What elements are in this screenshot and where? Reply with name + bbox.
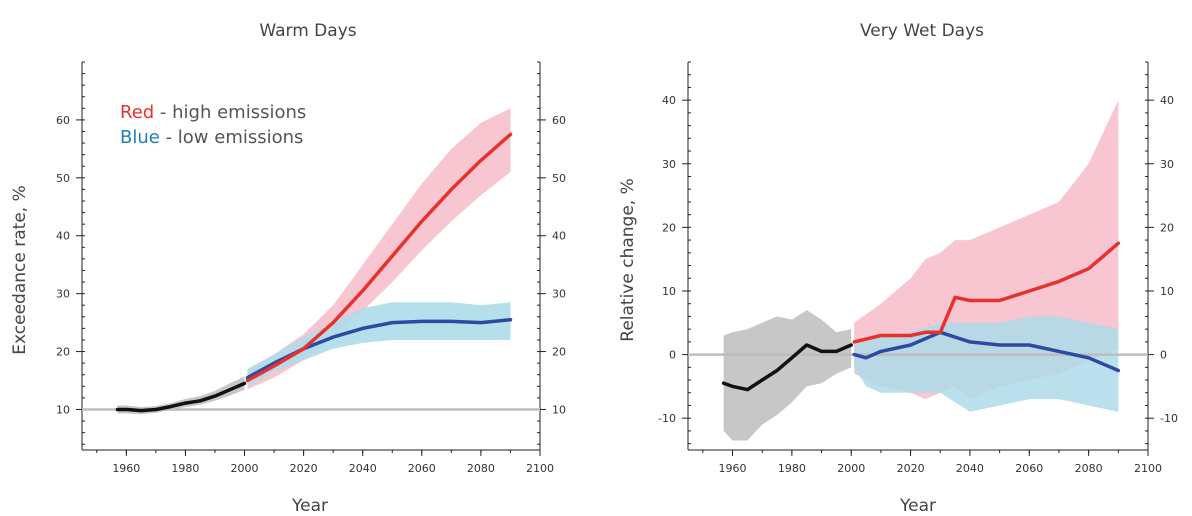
y-tick-label-left: 40	[662, 94, 676, 107]
y-tick-label-left: 20	[56, 346, 70, 359]
y-tick-label-right: -10	[1160, 412, 1178, 425]
x-tick-label: 2020	[290, 462, 318, 475]
x-tick-label: 1980	[778, 462, 806, 475]
y-tick-label-right: 40	[552, 230, 566, 243]
y-tick-label-left: -10	[658, 412, 676, 425]
x-tick-label: 2020	[897, 462, 925, 475]
x-tick-label: 1980	[171, 462, 199, 475]
y-tick-label-right: 10	[1160, 285, 1174, 298]
y-tick-label-left: 30	[56, 288, 70, 301]
y-tick-label-left: 0	[669, 349, 676, 362]
x-tick-label: 2040	[349, 462, 377, 475]
observed-series-line	[721, 343, 853, 392]
y-tick-label-right: 50	[552, 172, 566, 185]
y-tick-label-right: 30	[1160, 158, 1174, 171]
y-axis-label: Relative change, %	[618, 178, 638, 341]
legend-low-emissions: Blue - low emissions	[120, 127, 303, 148]
x-tick-label: 2080	[467, 462, 495, 475]
very-wet-days-panel: Very Wet Days Year Relative change, % -1…	[618, 21, 1178, 516]
y-tick-label-right: 20	[552, 346, 566, 359]
x-tick-label: 1960	[719, 462, 747, 475]
legend-blue-word: Blue	[120, 127, 160, 148]
warm-days-panel: Warm Days Year Exceedance rate, % 10 10 20…	[10, 21, 566, 516]
y-tick-label-right: 40	[1160, 94, 1174, 107]
legend-high-emissions: Red - high emissions	[120, 102, 306, 123]
y-tick-label-left: 60	[56, 114, 70, 127]
legend-red-word: Red	[120, 102, 154, 123]
y-tick-label-right: 10	[552, 403, 566, 416]
x-tick-label: 2080	[1075, 462, 1103, 475]
y-tick-label-right: 30	[552, 288, 566, 301]
y-tick-label-left: 20	[662, 221, 676, 234]
y-tick-label-right: 20	[1160, 221, 1174, 234]
high-series-line	[245, 132, 513, 383]
y-tick-label-left: 10	[662, 285, 676, 298]
legend-red-rest: - high emissions	[154, 102, 306, 123]
y-tick-label-left: 40	[56, 230, 70, 243]
low-uncertainty-band	[247, 302, 511, 387]
chart-title: Very Wet Days	[860, 21, 984, 41]
high-series-line	[852, 241, 1121, 344]
x-tick-label: 2060	[1015, 462, 1043, 475]
observed-series-line	[115, 381, 247, 413]
x-axis-label: Year	[899, 496, 936, 516]
x-tick-label: 2000	[231, 462, 259, 475]
y-tick-label-right: 0	[1160, 349, 1167, 362]
y-tick-label-left: 10	[56, 403, 70, 416]
y-tick-label-right: 60	[552, 114, 566, 127]
x-tick-label: 2040	[956, 462, 984, 475]
x-tick-label: 2100	[526, 462, 554, 475]
y-tick-label-left: 30	[662, 158, 676, 171]
y-tick-label-left: 50	[56, 172, 70, 185]
x-tick-label: 2060	[408, 462, 436, 475]
high-uncertainty-band	[247, 108, 511, 390]
x-tick-label: 2000	[837, 462, 865, 475]
x-tick-label: 1960	[112, 462, 140, 475]
observed-uncertainty-band	[723, 310, 852, 441]
x-axis-label: Year	[291, 496, 328, 516]
legend-blue-rest: - low emissions	[160, 127, 304, 148]
chart-title: Warm Days	[259, 21, 356, 41]
legend: Red - high emissions Blue - low emission…	[120, 102, 306, 148]
x-tick-label: 2100	[1134, 462, 1162, 475]
low-series-line	[852, 330, 1121, 373]
y-axis-label: Exceedance rate, %	[10, 185, 30, 354]
